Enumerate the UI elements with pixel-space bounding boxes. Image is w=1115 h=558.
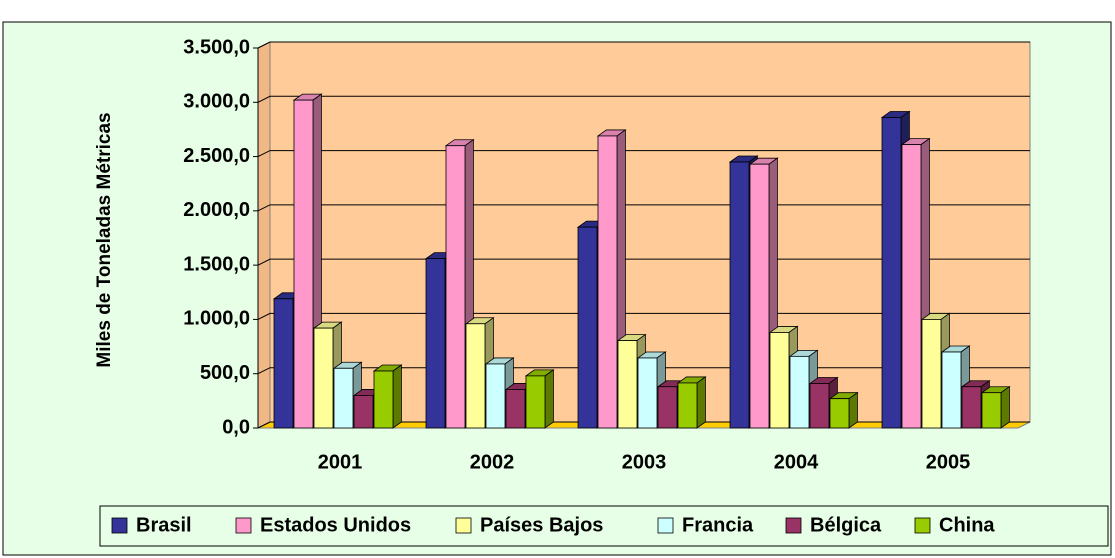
bar bbox=[293, 99, 314, 429]
bar bbox=[749, 163, 770, 429]
bar bbox=[597, 135, 618, 429]
legend-label: Estados Unidos bbox=[260, 514, 411, 536]
x-tick-label: 2003 bbox=[622, 451, 667, 473]
legend-swatch bbox=[455, 517, 472, 534]
y-tick-label: 3.000,0 bbox=[183, 91, 250, 113]
legend-label: China bbox=[939, 514, 995, 536]
x-tick-label: 2001 bbox=[318, 451, 363, 473]
bar bbox=[273, 298, 294, 429]
y-tick-label: 3.500,0 bbox=[183, 36, 250, 58]
grid-line bbox=[257, 95, 1030, 103]
legend-label: Países Bajos bbox=[480, 514, 603, 536]
bar-side bbox=[1000, 385, 1010, 429]
y-tick-label: 1.500,0 bbox=[183, 253, 250, 275]
bar bbox=[921, 319, 942, 429]
y-tick-label: 500,0 bbox=[200, 362, 250, 384]
bar bbox=[525, 375, 546, 429]
legend-label: Brasil bbox=[136, 514, 192, 536]
bar bbox=[373, 370, 394, 429]
legend-swatch bbox=[914, 517, 931, 534]
legend-swatch bbox=[657, 517, 674, 534]
bar bbox=[789, 355, 810, 429]
bar bbox=[769, 332, 790, 429]
x-tick-label: 2002 bbox=[470, 451, 515, 473]
bar bbox=[961, 386, 982, 429]
bar-side bbox=[696, 376, 706, 429]
bar bbox=[981, 392, 1002, 429]
legend-swatch bbox=[785, 517, 802, 534]
bar bbox=[941, 351, 962, 429]
y-tick-label: 1.000,0 bbox=[183, 308, 250, 330]
bar bbox=[901, 144, 922, 429]
grid-line bbox=[257, 41, 1030, 49]
legend-swatch bbox=[111, 517, 128, 534]
bar bbox=[445, 145, 466, 429]
bar bbox=[425, 258, 446, 429]
grid-line bbox=[257, 150, 1030, 158]
bar bbox=[657, 386, 678, 429]
legend-swatch bbox=[235, 517, 252, 534]
bar bbox=[677, 382, 698, 429]
legend-label: Francia bbox=[682, 514, 754, 536]
y-tick-label: 2.000,0 bbox=[183, 199, 250, 221]
bar bbox=[333, 367, 354, 429]
y-tick-label: 2.500,0 bbox=[183, 145, 250, 167]
x-tick-label: 2005 bbox=[926, 451, 971, 473]
bar bbox=[809, 383, 830, 429]
y-tick-label: 0,0 bbox=[222, 416, 250, 438]
y-axis-label: Miles de Toneladas Métricas bbox=[94, 112, 115, 367]
legend-label: Bélgica bbox=[810, 514, 882, 536]
bar bbox=[729, 161, 750, 429]
bar bbox=[353, 395, 374, 429]
bar-side bbox=[544, 369, 554, 429]
bar bbox=[637, 357, 658, 429]
bar bbox=[313, 327, 334, 429]
bar bbox=[829, 398, 850, 429]
bar bbox=[505, 389, 526, 429]
legend bbox=[99, 505, 1109, 547]
bar bbox=[617, 340, 638, 429]
side-wall bbox=[257, 41, 271, 429]
x-tick-label: 2004 bbox=[774, 451, 819, 473]
bar-side bbox=[848, 391, 858, 429]
bar-side bbox=[392, 364, 402, 429]
bar bbox=[465, 323, 486, 429]
bar bbox=[577, 226, 598, 429]
bar bbox=[881, 117, 902, 429]
bar bbox=[485, 363, 506, 429]
